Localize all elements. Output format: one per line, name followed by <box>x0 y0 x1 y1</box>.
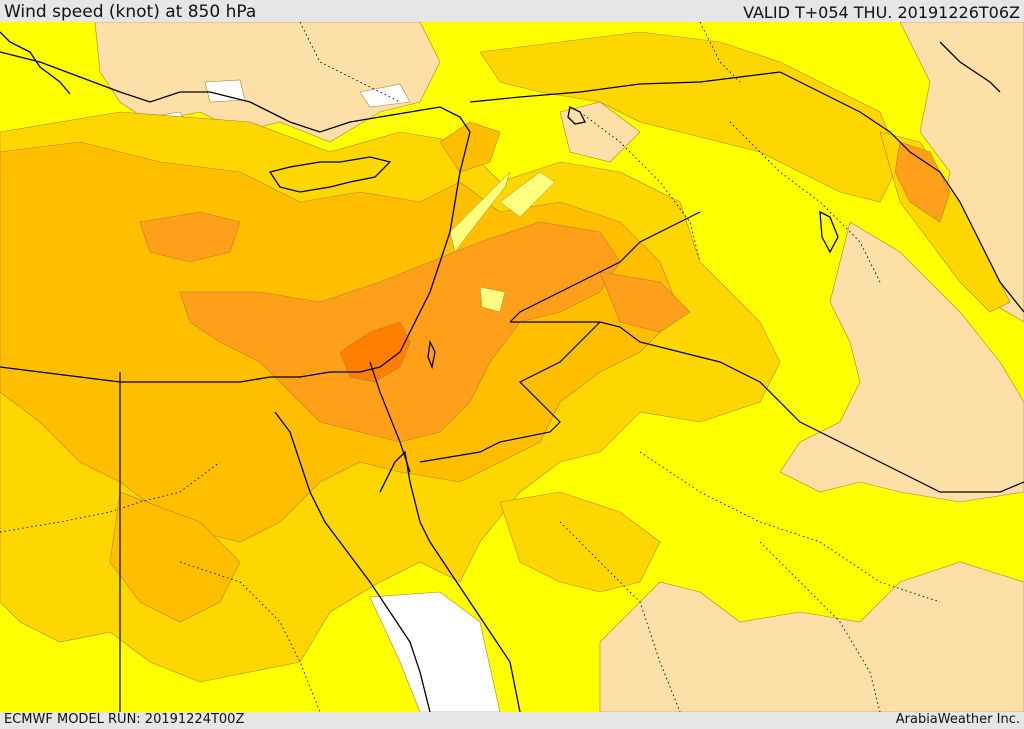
max-wind-core <box>339 321 411 383</box>
jordan-orange-jet <box>599 271 691 333</box>
model-run-label: ECMWF MODEL RUN: 20191224T00Z <box>4 712 245 727</box>
egypt-amber <box>109 491 241 623</box>
syria-iraq-border <box>509 211 701 323</box>
country-borders <box>119 71 1024 712</box>
levant-coast <box>0 151 466 383</box>
wind-core-palestine <box>339 321 411 383</box>
cyprus-orange-jet <box>139 211 241 263</box>
persian-gulf-top <box>939 41 1001 93</box>
jordan-border <box>510 321 761 383</box>
coastlines <box>0 31 1001 712</box>
iraq-saudi-border <box>759 381 1024 493</box>
egypt-israel-border <box>369 361 411 473</box>
arabia-calm-south <box>599 561 1024 712</box>
dead-sea <box>427 339 436 370</box>
credit-label: ArabiaWeather Inc. <box>895 712 1020 727</box>
iraq-iran-border <box>779 71 1024 313</box>
lake-urmia <box>819 210 839 254</box>
header-bar: Wind speed (knot) at 850 hPa VALID T+054… <box>0 0 1024 22</box>
footer-bar: ECMWF MODEL RUN: 20191224T00Z ArabiaWeat… <box>0 712 1024 729</box>
calm-patch-red-sea <box>369 591 501 712</box>
streak-1 <box>449 171 511 253</box>
wind-speed-map[interactable] <box>0 22 1024 712</box>
streak-3 <box>479 286 506 313</box>
turkey-plateau-calm <box>94 22 441 143</box>
turkey-syria-border <box>469 71 781 103</box>
iraq-calm-east <box>779 221 1024 503</box>
admin-borders <box>0 22 941 712</box>
north-iraq-gold <box>479 31 901 203</box>
calm-patch-north <box>204 79 246 103</box>
islands-aegean <box>0 31 71 95</box>
map-title: Wind speed (knot) at 850 hPa <box>4 2 257 22</box>
lake-van <box>567 106 586 125</box>
low-wind-areas <box>94 22 1024 712</box>
rift-streaks <box>449 171 556 313</box>
valid-time-label: VALID T+054 THU. 20191226T06Z <box>743 3 1020 22</box>
streak-2 <box>499 171 556 218</box>
zagros-orange-jet <box>894 141 951 223</box>
gulf-of-aqaba <box>379 450 521 712</box>
turkey-south-coast <box>0 51 471 153</box>
jordan-saudi-border <box>419 321 601 463</box>
caspian-edge-calm <box>559 101 641 163</box>
gulf-of-suez <box>274 411 431 712</box>
cyprus-coast <box>268 156 392 193</box>
